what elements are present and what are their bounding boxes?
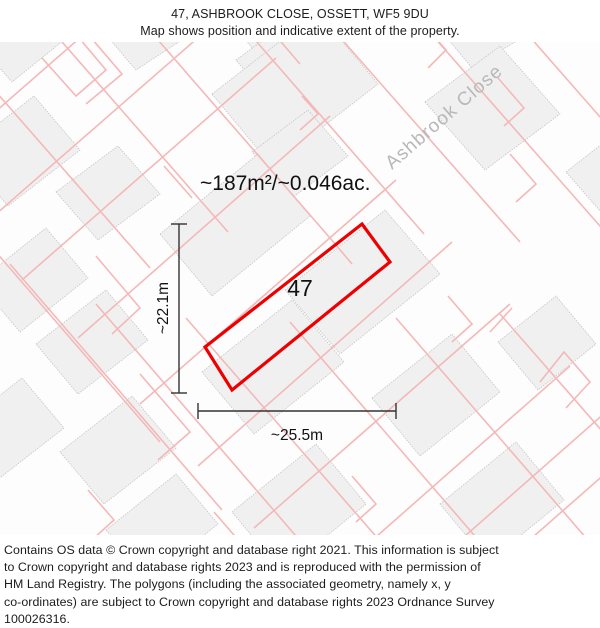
parcel-line xyxy=(395,317,585,535)
building-polygon xyxy=(0,95,81,207)
building-polygon xyxy=(0,227,89,333)
parcel-line xyxy=(158,42,331,239)
horizontal-dimension-bracket xyxy=(197,403,397,419)
parcel-line xyxy=(139,373,192,461)
map-canvas[interactable]: Ashbrook Close 47 ~187m²/~0.046ac. ~22.1… xyxy=(0,42,600,535)
parcel-line xyxy=(95,255,142,335)
page-subtitle: Map shows position and indicative extent… xyxy=(140,24,460,38)
parcel-line xyxy=(489,307,513,333)
parcel-line xyxy=(343,42,521,243)
area-label: ~187m²/~0.046ac. xyxy=(200,172,370,195)
parcel-line xyxy=(299,95,320,131)
parcel-line xyxy=(376,365,571,535)
parcel-boundaries xyxy=(0,42,600,535)
parcel-line xyxy=(533,42,600,119)
subject-property-outline[interactable] xyxy=(202,221,393,393)
building-polygon xyxy=(497,295,597,391)
plot-number-label: 47 xyxy=(287,275,313,301)
building-polygon xyxy=(284,209,441,355)
parcel-line xyxy=(163,165,193,199)
parcel-line xyxy=(0,255,161,443)
building-polygon xyxy=(565,145,600,212)
parcel-line xyxy=(41,42,108,98)
building-polygon xyxy=(55,145,161,241)
attribution-line: Contains OS data © Crown copyright and d… xyxy=(4,543,499,557)
parcel-line xyxy=(139,179,397,405)
parcel-line xyxy=(185,317,376,535)
parcel-line xyxy=(213,511,235,535)
map-attribution-footer: Contains OS data © Crown copyright and d… xyxy=(0,535,600,626)
parcel-line xyxy=(427,42,448,69)
parcel-line xyxy=(437,42,600,228)
attribution-line: 100026316. xyxy=(4,611,70,626)
horizontal-dimension-label: ~25.5m xyxy=(271,427,323,444)
building-polygon xyxy=(159,153,311,297)
parcel-line xyxy=(0,95,151,269)
page-header: 47, ASHBROOK CLOSE, OSSETT, WF5 9DU Map … xyxy=(0,0,600,40)
parcel-line xyxy=(61,42,229,233)
building-polygon xyxy=(211,42,379,167)
parcel-line xyxy=(533,477,600,535)
parcel-line xyxy=(539,350,592,409)
vertical-dimension-bracket xyxy=(171,223,187,394)
parcel-line xyxy=(95,303,297,535)
parcel-line xyxy=(255,42,425,235)
parcel-line xyxy=(447,295,474,343)
parcel-line xyxy=(499,313,600,430)
parcel-line xyxy=(351,475,378,523)
building-polygon xyxy=(439,441,565,535)
parcel-line xyxy=(87,489,116,535)
vertical-dimension-label: ~22.1m xyxy=(155,282,172,334)
parcel-line xyxy=(464,416,600,535)
parcel-line xyxy=(9,263,223,511)
parcel-line xyxy=(280,42,301,65)
parcel-line xyxy=(497,77,526,127)
parcel-line xyxy=(0,42,77,109)
attribution-line: HM Land Registry. The polygons (includin… xyxy=(4,577,451,592)
parcel-line xyxy=(329,237,353,265)
building-polygon xyxy=(111,42,180,71)
building-polygon xyxy=(105,473,219,535)
page-title: 47, ASHBROOK CLOSE, OSSETT, WF5 9DU xyxy=(171,7,429,21)
building-polygon xyxy=(0,42,63,83)
building-polygon xyxy=(201,299,345,435)
attribution-line: to Crown copyright and database rights 2… xyxy=(4,560,481,575)
parcel-line xyxy=(0,42,195,212)
parcel-line xyxy=(253,303,511,529)
building-polygon xyxy=(424,45,561,171)
parcel-line xyxy=(21,57,277,281)
building-polygon xyxy=(0,377,65,479)
parcel-line xyxy=(85,42,124,105)
building-polygon xyxy=(371,333,501,457)
property-map[interactable]: Ashbrook Close 47 ~187m²/~0.046ac. ~22.1… xyxy=(0,42,600,535)
attribution-line: co-ordinates) are subject to Crown copyr… xyxy=(4,594,495,609)
parcel-line xyxy=(509,153,538,203)
parcel-line xyxy=(197,241,453,467)
parcel-line xyxy=(77,115,331,339)
parcel-line xyxy=(289,321,476,535)
building-polygon xyxy=(35,289,149,395)
